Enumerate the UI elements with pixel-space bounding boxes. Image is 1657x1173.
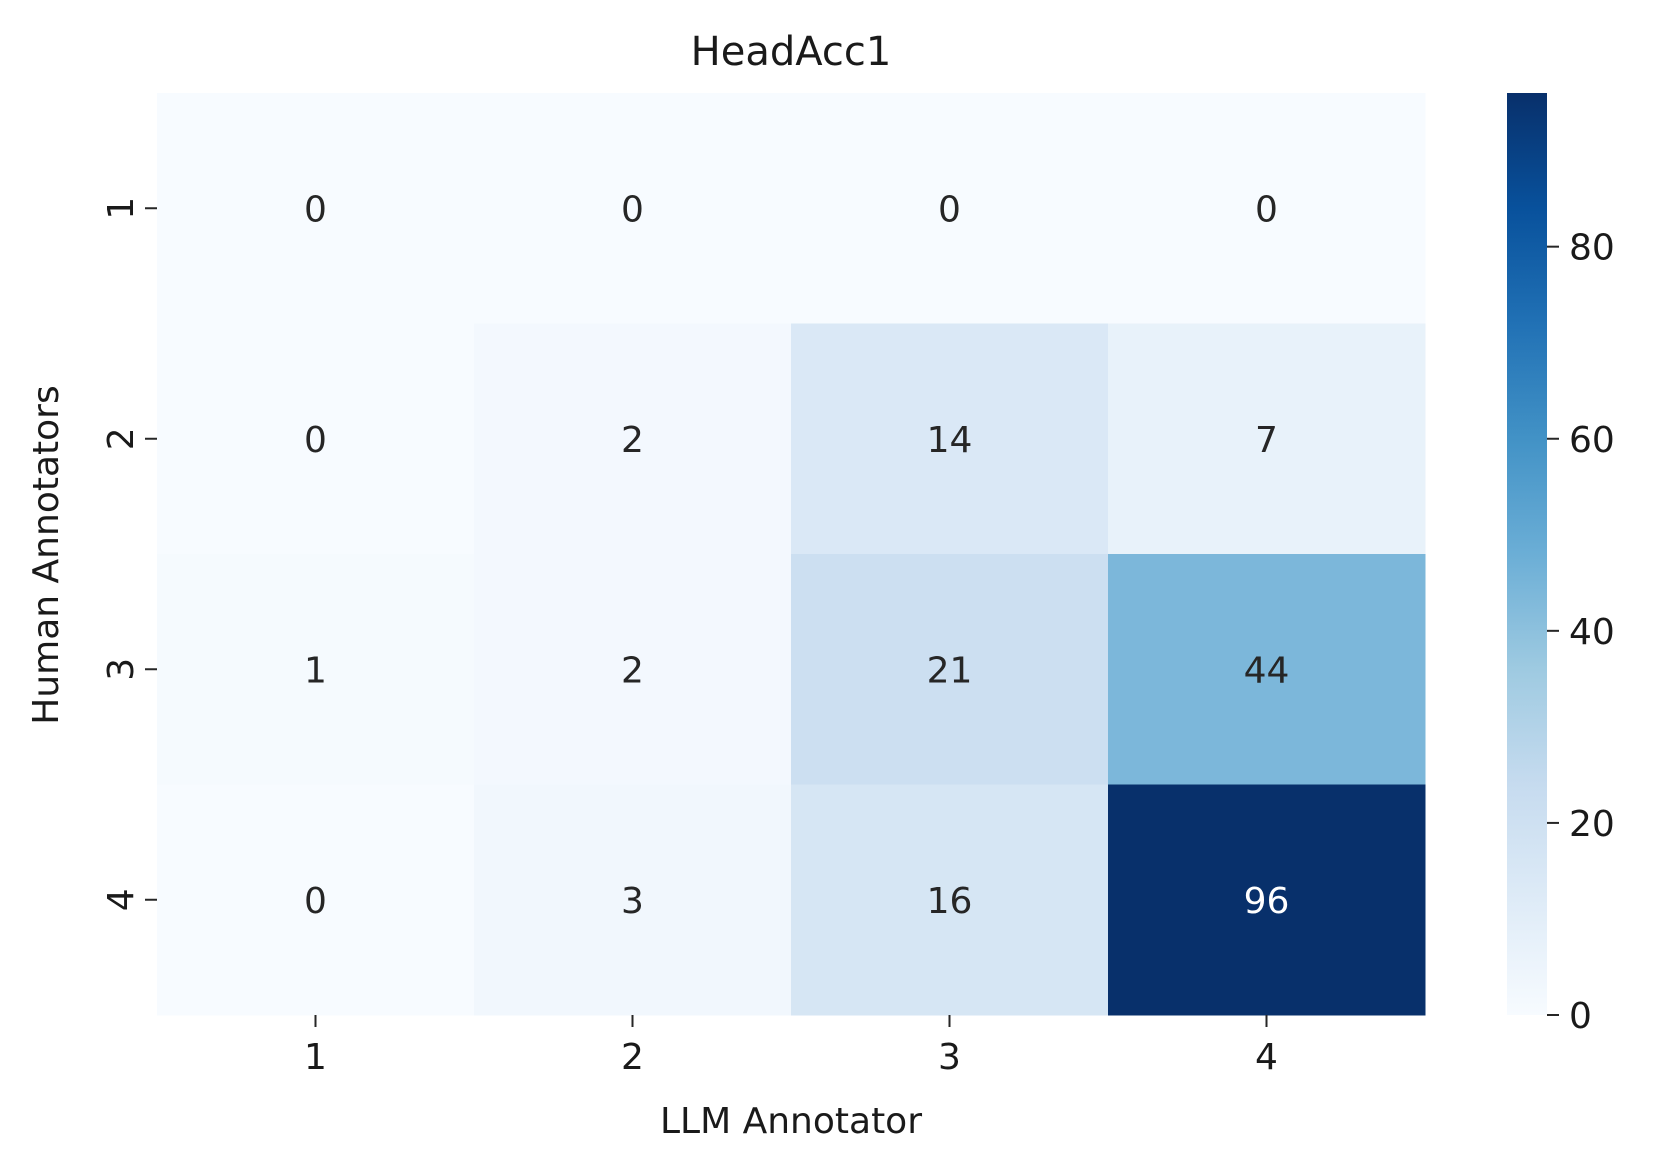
colorbar-tick-label: 0 [1569,996,1592,1037]
x-tick-label: 2 [621,1037,644,1078]
cell-value-label: 0 [1255,189,1278,230]
cell-value-label: 14 [927,420,973,461]
cell-value-label: 16 [927,881,973,922]
cell-value-label: 0 [304,881,327,922]
heatmap-cell [791,784,1109,1016]
x-tick-label: 1 [304,1037,327,1078]
y-axis-ticks: 1 2 3 4 [101,197,157,911]
heatmap-cell [791,323,1109,555]
heatmap-cell [1108,784,1426,1016]
cell-value-label: 7 [1255,420,1278,461]
heatmap-cell [474,554,792,785]
heatmap-cells [157,93,1426,1016]
cell-value-label: 1 [304,650,327,691]
heatmap-cell [791,554,1109,785]
colorbar-tick-label: 60 [1569,420,1615,461]
heatmap-cell [157,323,475,555]
heatmap-cell [1108,554,1426,785]
cell-value-label: 0 [304,420,327,461]
cell-value-label: 3 [621,881,644,922]
heatmap-cell [1108,323,1426,555]
x-axis-label: LLM Annotator [660,1101,922,1142]
x-tick-label: 3 [938,1037,961,1078]
cell-value-label: 21 [927,650,973,691]
heatmap-cell [474,784,792,1016]
x-axis-ticks: 1 2 3 4 [304,1015,1278,1078]
cell-value-label: 44 [1244,650,1290,691]
x-tick-label: 4 [1255,1037,1278,1078]
cell-value-label: 0 [304,189,327,230]
cell-value-label: 2 [621,650,644,691]
y-tick-label: 2 [101,427,142,450]
cell-value-label: 96 [1244,881,1290,922]
cell-value-label: 0 [938,189,961,230]
cell-value-label: 2 [621,420,644,461]
heatmap-cell [157,784,475,1016]
heatmap-cell [791,93,1109,324]
colorbar-tick-label: 40 [1569,612,1615,653]
y-tick-label: 4 [101,888,142,911]
heatmap-cell [157,554,475,785]
heatmap-cell [1108,93,1426,324]
colorbar-tick-label: 80 [1569,228,1615,269]
y-tick-label: 3 [101,658,142,681]
cell-value-label: 0 [621,189,644,230]
chart-title: HeadAcc1 [691,29,892,75]
colorbar [1507,93,1547,1015]
heatmap-cell [157,93,475,324]
colorbar-ticks: 0 20 40 60 80 [1547,228,1615,1037]
cell-value-labels: 0 0 0 0 0 2 14 7 1 2 21 44 0 3 16 96 [304,189,1289,922]
colorbar-tick-label: 20 [1569,804,1615,845]
heatmap-cell [474,323,792,555]
y-axis-label: Human Annotators [26,385,67,724]
y-tick-label: 1 [101,197,142,220]
heatmap-cell [474,93,792,324]
